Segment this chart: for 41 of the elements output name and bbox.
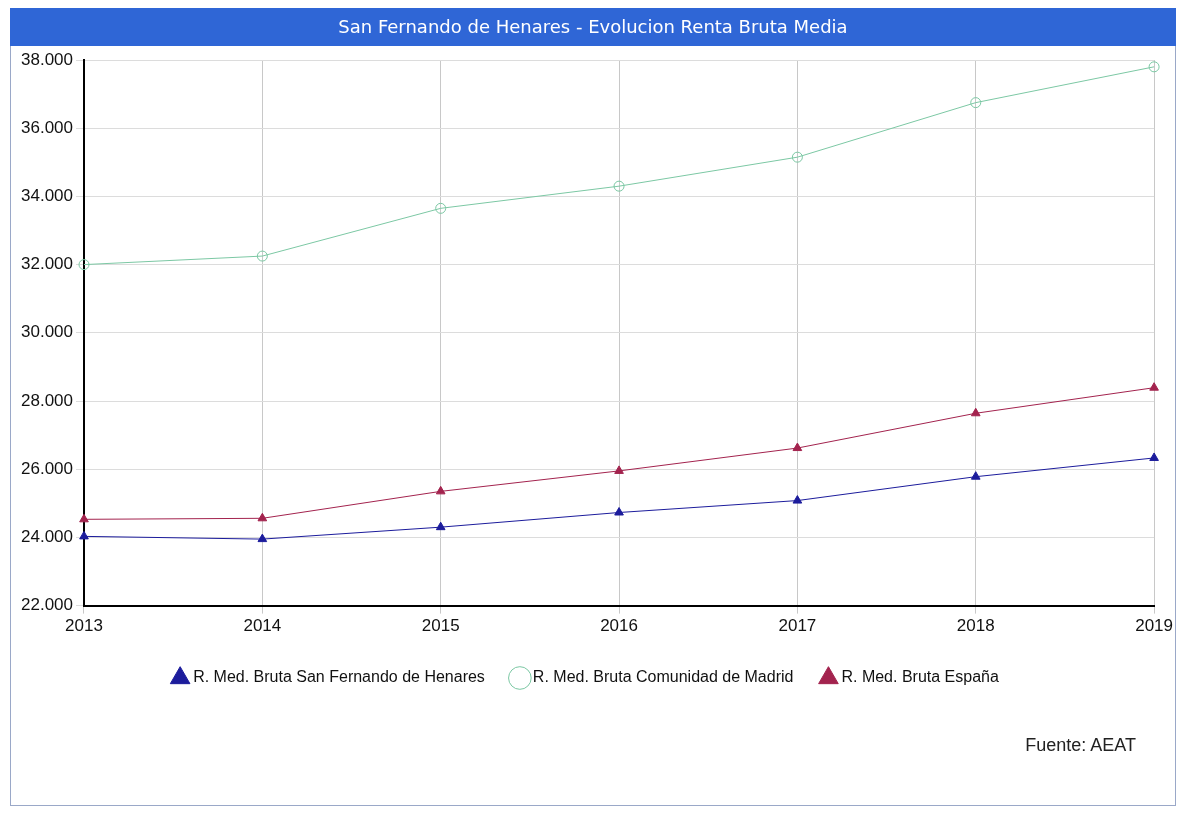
y-tick-label: 30.000 <box>21 322 73 342</box>
point <box>792 442 803 452</box>
point <box>435 521 446 531</box>
y-tick-label: 36.000 <box>21 117 73 137</box>
point <box>79 530 89 540</box>
legend-label: R. Med. Bruta Comunidad de Madrid <box>532 668 794 686</box>
y-tick-label: 38.000 <box>21 49 73 69</box>
point <box>257 512 268 522</box>
point <box>1149 452 1159 461</box>
point <box>256 250 268 262</box>
point <box>257 533 268 543</box>
point <box>614 465 624 474</box>
point <box>970 97 982 109</box>
point <box>970 471 981 480</box>
y-tick-label: 32.000 <box>21 254 73 274</box>
point <box>613 180 625 192</box>
point <box>435 485 446 495</box>
x-tick-label: 2017 <box>778 616 817 636</box>
point <box>1148 61 1160 73</box>
legend-label: R. Med. Bruta San Fernando de Henares <box>193 668 485 686</box>
source-note: Fuente: AEAT <box>1025 735 1136 756</box>
y-tick-label: 26.000 <box>21 458 73 478</box>
chart-title: San Fernando de Henares - Evolucion Renta Bruta Media <box>10 8 1176 46</box>
point <box>435 202 447 214</box>
x-tick-label: 2013 <box>65 616 103 636</box>
point <box>792 495 803 504</box>
x-tick-label: 2015 <box>421 616 460 636</box>
y-tick-label: 34.000 <box>21 186 73 206</box>
x-tick-label: 2014 <box>243 616 282 636</box>
point <box>79 513 89 523</box>
point <box>791 151 803 163</box>
x-tick-label: 2018 <box>956 616 995 636</box>
y-tick-label: 22.000 <box>21 595 73 615</box>
point <box>614 507 624 516</box>
x-tick-label: 2016 <box>600 616 638 636</box>
x-tick-label: 2019 <box>1135 616 1173 636</box>
legend-label: R. Med. Bruta España <box>841 668 999 686</box>
point <box>970 407 981 417</box>
y-tick-label: 24.000 <box>21 527 73 547</box>
y-tick-label: 28.000 <box>21 390 73 410</box>
point <box>1149 382 1159 391</box>
